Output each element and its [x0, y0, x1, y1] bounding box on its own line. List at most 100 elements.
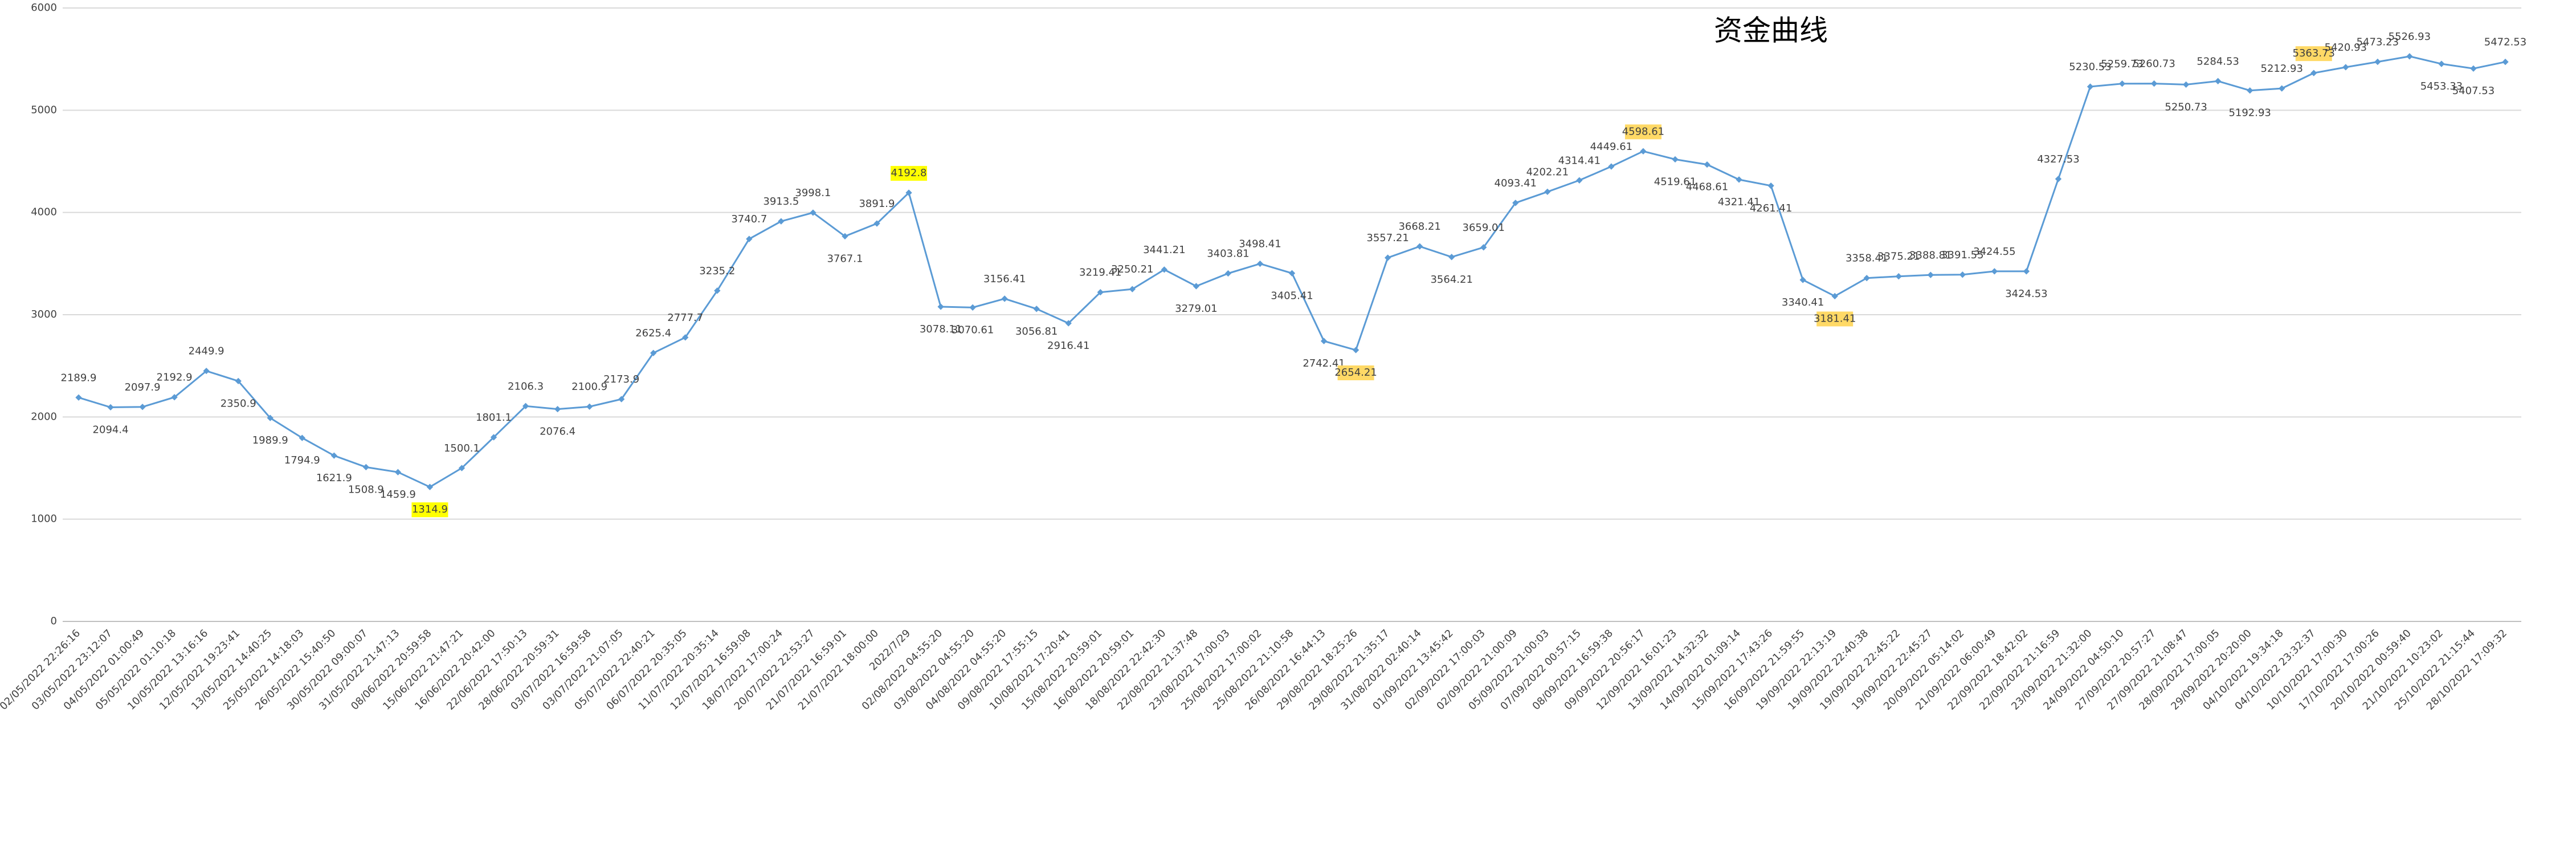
value-label: 1801.1: [476, 412, 512, 424]
value-label: 3056.81: [1015, 326, 1058, 338]
point-marker: [1927, 271, 1934, 278]
value-label: 1989.9: [252, 434, 288, 446]
point-marker: [490, 434, 497, 441]
point-marker: [394, 469, 402, 475]
value-label: 5453.33: [2420, 80, 2463, 92]
value-label: 1508.9: [348, 483, 384, 495]
point-marker: [2374, 58, 2381, 66]
point-marker: [522, 402, 529, 409]
value-label: 5363.73: [2293, 47, 2335, 59]
value-label: 3441.21: [1143, 244, 1185, 256]
point-marker: [330, 452, 337, 459]
value-label: 1500.1: [444, 442, 480, 454]
y-tick-label: 4000: [31, 206, 57, 218]
value-label: 4449.61: [1590, 141, 1632, 153]
value-label: 4093.41: [1495, 177, 1537, 189]
value-label: 3564.21: [1430, 274, 1472, 286]
point-marker: [2279, 85, 2285, 92]
value-label: 3358.41: [1846, 253, 1888, 265]
point-marker: [2150, 80, 2158, 87]
value-label-highlight: [1624, 124, 1661, 140]
value-label: 4327.53: [2037, 153, 2079, 165]
value-label: 3070.61: [952, 324, 994, 336]
point-marker: [235, 377, 242, 385]
value-label: 5260.73: [2133, 58, 2175, 70]
value-label-highlight: [1816, 311, 1854, 327]
point-marker: [299, 434, 305, 441]
value-label: 3403.81: [1207, 248, 1249, 260]
y-tick-label: 0: [51, 615, 57, 627]
chart-title: 资金曲线: [1714, 14, 1828, 47]
value-label: 2097.9: [125, 381, 161, 393]
point-marker: [1001, 295, 1008, 302]
value-label: 3340.41: [1782, 296, 1824, 308]
value-label: 2189.9: [61, 372, 97, 384]
point-marker: [1863, 275, 1870, 282]
value-label: 3891.9: [859, 198, 895, 210]
value-label: 5230.53: [2069, 61, 2111, 73]
value-label: 2742.41: [1303, 357, 1345, 369]
point-marker: [586, 403, 593, 410]
point-marker: [107, 404, 114, 411]
value-label: 3279.01: [1175, 303, 1217, 315]
value-label: 2173.9: [603, 373, 639, 385]
point-marker: [778, 218, 785, 225]
value-label: 3424.55: [1973, 246, 2015, 258]
point-marker: [1288, 270, 1296, 277]
point-marker: [2055, 176, 2062, 182]
point-marker: [2118, 80, 2126, 87]
value-label: 1459.9: [380, 489, 416, 501]
value-label: 2076.4: [540, 426, 575, 438]
point-marker: [1416, 243, 1423, 250]
value-label: 2094.4: [93, 424, 129, 436]
value-label-highlight: [891, 166, 928, 181]
point-marker: [2502, 58, 2509, 66]
y-tick-label: 6000: [31, 2, 57, 14]
point-marker: [2247, 87, 2254, 94]
point-marker: [650, 349, 657, 356]
value-label: 3405.41: [1271, 290, 1313, 302]
value-label: 5192.93: [2228, 107, 2271, 119]
point-marker: [1097, 288, 1104, 296]
value-label: 4468.61: [1686, 181, 1728, 193]
value-label: 5250.73: [2165, 101, 2207, 113]
value-label: 3391.55: [1941, 249, 1983, 261]
y-tick-label: 5000: [31, 104, 57, 116]
value-label: 3998.1: [795, 187, 831, 199]
point-marker: [1991, 268, 1998, 275]
point-marker: [554, 405, 561, 413]
value-label: 3767.1: [827, 253, 863, 265]
point-marker: [1448, 254, 1455, 261]
point-marker: [139, 404, 146, 410]
value-label: 3219.41: [1079, 267, 1121, 279]
point-marker: [1161, 266, 1167, 273]
value-label: 1794.9: [284, 454, 320, 466]
point-marker: [2182, 81, 2190, 88]
point-marker: [618, 396, 625, 402]
value-label: 3659.01: [1463, 222, 1505, 234]
point-marker: [203, 367, 210, 375]
value-label: 3913.5: [763, 196, 799, 208]
value-label: 4192.8: [891, 167, 927, 179]
point-marker: [1959, 271, 1966, 278]
value-label: 3235.2: [699, 265, 735, 277]
y-tick-label: 1000: [31, 513, 57, 525]
value-label: 4261.41: [1750, 202, 1792, 214]
point-marker: [937, 303, 944, 310]
y-tick-label: 3000: [31, 308, 57, 320]
value-label: 3181.41: [1814, 312, 1856, 324]
point-marker: [1608, 163, 1615, 170]
value-label: 5472.53: [2484, 36, 2526, 48]
value-label: 3388.81: [1909, 249, 1952, 261]
value-label: 3668.21: [1398, 221, 1440, 233]
point-marker: [2023, 268, 2030, 275]
point-marker: [362, 464, 370, 471]
value-label: 5407.53: [2452, 85, 2495, 97]
value-label: 2106.3: [508, 380, 544, 392]
point-marker: [1767, 182, 1774, 189]
point-marker: [75, 394, 82, 401]
point-marker: [1480, 244, 1487, 251]
point-marker: [2342, 64, 2349, 71]
point-marker: [2470, 65, 2477, 72]
value-label: 5473.23: [2357, 36, 2399, 48]
